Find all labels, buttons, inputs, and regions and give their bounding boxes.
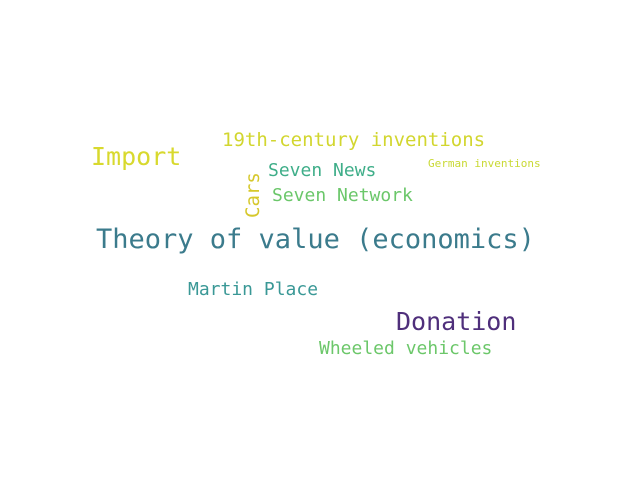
word-cars: Cars <box>242 172 264 218</box>
word-import: Import <box>91 142 182 171</box>
word-seven-news: Seven News <box>268 160 377 181</box>
word-19th-century-inventions: 19th-century inventions <box>222 129 486 151</box>
word-german-inventions: German inventions <box>428 157 541 170</box>
word-donation: Donation <box>396 307 517 336</box>
word-seven-network: Seven Network <box>272 185 413 206</box>
word-wheeled-vehicles: Wheeled vehicles <box>319 338 493 359</box>
word-martin-place: Martin Place <box>188 279 319 300</box>
word-theory-of-value: Theory of value (economics) <box>96 224 535 255</box>
